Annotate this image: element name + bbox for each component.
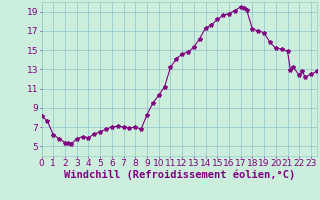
X-axis label: Windchill (Refroidissement éolien,°C): Windchill (Refroidissement éolien,°C): [64, 170, 295, 180]
